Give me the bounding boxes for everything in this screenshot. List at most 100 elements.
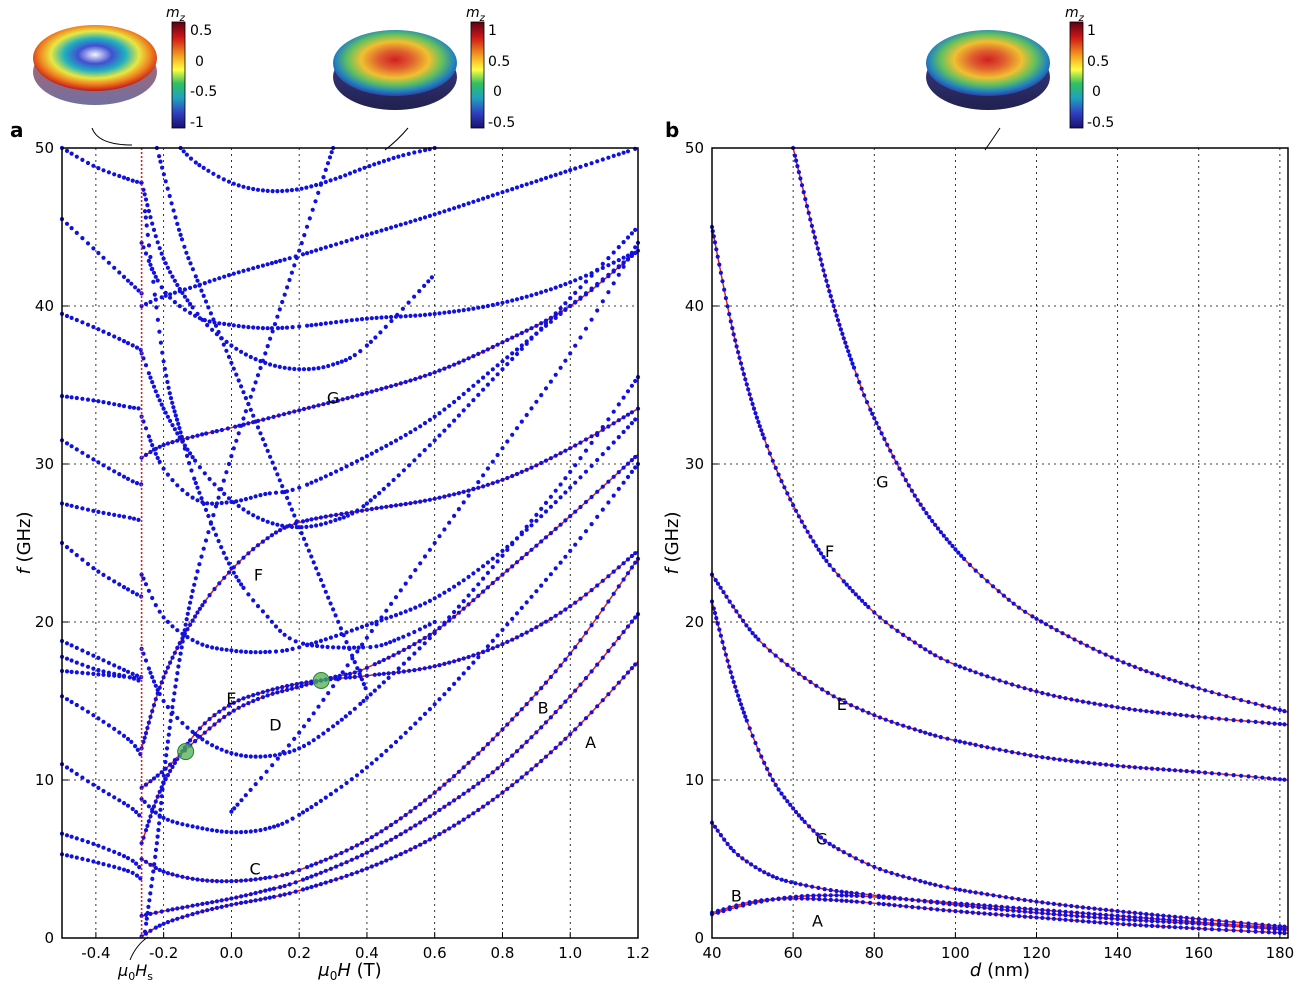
panel-b-series-4-point-30: [796, 671, 802, 676]
panel-b-series-3-point-143: [1051, 901, 1056, 907]
panel-a-series-5-point-85: [369, 506, 374, 512]
panel-b-series-fit-5: [711, 226, 1289, 726]
panel-a-series-13-point-68: [290, 325, 295, 330]
panel-a-series-17-point-99: [368, 645, 373, 650]
panel-a-series-0-point-122: [548, 750, 554, 755]
panel-a-series-5-point-84: [364, 507, 369, 512]
panel-a-series-19-point-10: [275, 756, 280, 761]
panel-a-series-13-point-81: [349, 318, 354, 323]
panel-a-series-5-point-91: [398, 502, 403, 507]
panel-b-series-5-point-122: [938, 656, 943, 661]
panel-a-series-1-point-135: [616, 635, 621, 641]
panel-a-series-3-point-43: [231, 700, 236, 705]
panel-a-series-16-point-35: [171, 698, 176, 703]
panel-b-series-2-point-133: [1155, 919, 1160, 924]
panel-b-ytick-label-4: 40: [685, 297, 704, 315]
panel-a-series-19-point-80: [621, 264, 626, 269]
panel-a-series-16-point-17: [157, 821, 162, 826]
panel-a-series-19-point-44: [442, 527, 447, 532]
panel-b-series-1-point-97: [1109, 913, 1114, 918]
panel-a-series-6-point-82: [422, 373, 428, 378]
panel-a-series-13-point-100: [442, 310, 447, 315]
panel-a-series-18-point-95: [359, 677, 364, 682]
panel-b-series-2-point-131: [1144, 918, 1149, 923]
panel-b-series-6-point-38: [846, 349, 851, 354]
panel-a-branch-11-point-7: [74, 317, 79, 323]
panel-a-series-11-point-2: [141, 356, 146, 361]
panel-b-series-3-point-110: [906, 875, 912, 881]
panel-a-series-9-point-96: [422, 601, 428, 606]
panel-b-series-4-point-109: [1098, 762, 1103, 767]
panel-a-series-2-point-89: [389, 822, 394, 828]
panel-b-series-2-point-129: [1132, 918, 1137, 923]
panel-a-series-11-point-27: [193, 458, 198, 463]
panel-a-series-7-point-44: [234, 830, 239, 835]
panel-a-series-4-point-57: [265, 693, 270, 698]
panel-a-series-16-point-102: [307, 216, 312, 221]
panel-a-series-2-point-0: [139, 856, 144, 862]
panel-a-series-16-point-60: [203, 538, 209, 543]
panel-a-series-19-point-64: [539, 393, 544, 398]
panel-a-series-7-point-100: [442, 692, 447, 697]
saturation-field-arrow: [129, 936, 149, 961]
panel-a-series-18-point-53: [255, 425, 261, 430]
panel-a-series-14-point-48: [243, 352, 248, 357]
panel-b-series-6: G: [791, 145, 1289, 714]
panel-a-series-3-point-55: [260, 690, 265, 695]
panel-b-series-5-point-134: [997, 678, 1002, 683]
panel-a-series-11-point-151: [625, 235, 631, 240]
panel-b-series-6-point-140: [1196, 686, 1201, 691]
panel-a-series-9-point-58: [267, 649, 272, 654]
panel-a-series-19-point-5: [248, 787, 253, 793]
panel-a-series-13-point-101: [447, 310, 452, 315]
panel-a-series-18-point-54: [258, 431, 263, 436]
panel-a-series-11-point-97: [361, 504, 366, 509]
panel-a-series-5-point-111: [495, 479, 500, 484]
panel-a-series-4-point-49: [246, 701, 251, 706]
panel-b-series-2-point-124: [1103, 916, 1109, 921]
panel-b-series-4-point-16: [756, 637, 761, 642]
panel-b-series-5-point-90: [847, 585, 852, 590]
inset-3-tick-0: 1: [1087, 23, 1096, 39]
panel-a-series-4-point-115: [447, 618, 452, 623]
panel-a-series-9-point-126: [568, 485, 573, 490]
panel-a-series-3-point-110: [422, 666, 427, 671]
panel-a-series-18-point-63: [280, 484, 285, 489]
panel-a-branch-11-point-23: [117, 336, 122, 341]
panel-a-series-16-point-25: [162, 766, 167, 771]
panel-a-series-10-point-106: [471, 383, 476, 388]
panel-a-series-16-point-70: [229, 454, 234, 459]
panel-a-series-19-point-22: [335, 677, 340, 682]
panel-a-series-2-point-32: [205, 878, 210, 883]
panel-a-series-0-point-102: [452, 823, 457, 828]
panel-a-series-7-point-0: [139, 796, 144, 802]
saturation-field-label: μ0Hs: [117, 961, 153, 983]
panel-a-series-12-point-83: [359, 234, 365, 239]
panel-a-series-5-point-49: [246, 551, 251, 556]
panel-a-series-1-point-82: [354, 855, 360, 860]
panel-a-series-16: [142, 145, 336, 934]
panel-b-data: ABCEFG: [709, 145, 1289, 936]
panel-b-series-3-point-28: [750, 733, 755, 738]
panel-a-series-7-point-92: [403, 730, 408, 735]
panel-a-branch-1-point-13: [91, 841, 96, 847]
panel-b-series-3-point-158: [1138, 911, 1143, 916]
panel-a-series-0-point-126: [568, 732, 573, 737]
panel-a-series-9-point-136: [621, 429, 626, 435]
panel-a-series-11-point-13: [159, 402, 164, 407]
panel-a-branch-8-point-21: [112, 512, 117, 518]
panel-a-series-1-point-76: [323, 868, 328, 873]
panel-a-series-14-point-21: [177, 286, 182, 292]
panel-a-series-8-point-92: [347, 710, 353, 716]
panel-a-branch-8-point-15: [96, 509, 101, 514]
panel-a-series-4-point-102: [381, 657, 386, 663]
panel-a-series-0-point-98: [432, 834, 437, 840]
panel-b-series-1-point-95: [1098, 912, 1103, 917]
panel-a-series-11-point-146: [600, 261, 605, 266]
panel-b-series-5-point-25: [746, 387, 751, 392]
panel-a-series-11-point-41: [226, 496, 232, 501]
panel-a-series-4-point-39: [222, 714, 227, 720]
panel-b-series-2-point-110: [1022, 909, 1027, 914]
